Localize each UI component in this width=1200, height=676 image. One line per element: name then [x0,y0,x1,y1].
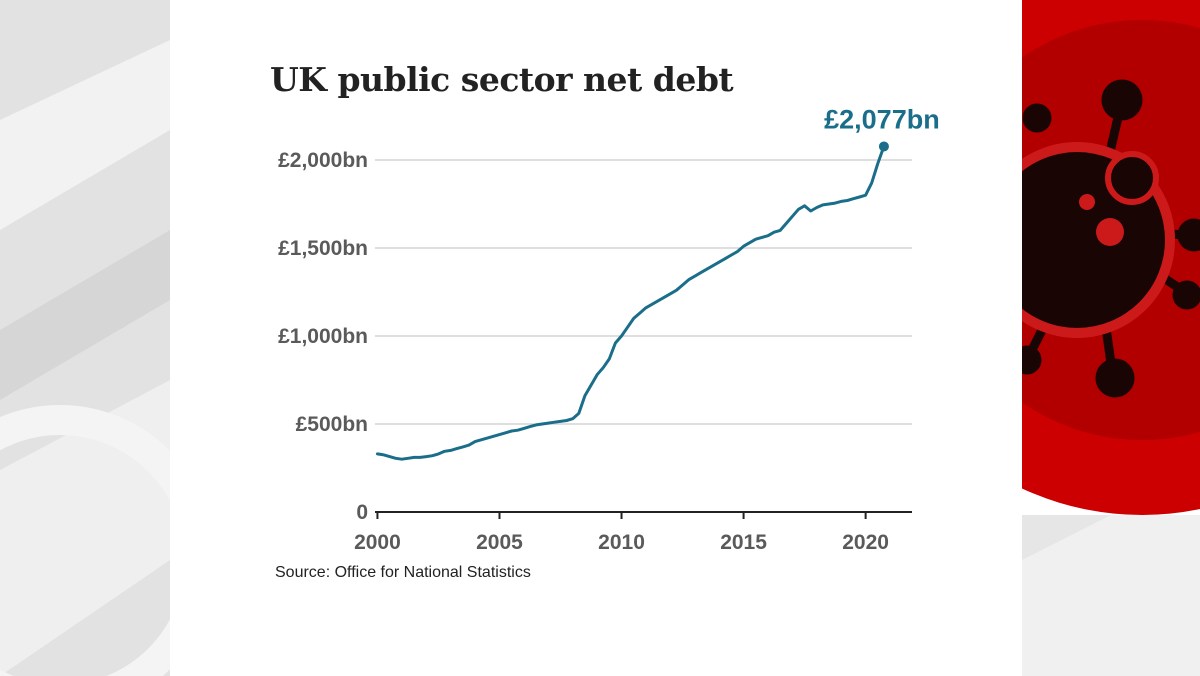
background-left-shapes [0,40,170,676]
y-tick-label: £500bn [296,413,368,436]
y-tick-label: 0 [356,501,368,524]
chart-panel: UK public sector net debt 0 £500bn £1,000b… [170,0,1022,676]
coronavirus-icon [1022,0,1200,676]
x-axis: 2000 2005 2010 2015 2020 [354,511,912,554]
x-tick-label: 2000 [354,531,401,554]
source-note: Source: Office for National Statistics [275,564,531,581]
chart-title: UK public sector net debt [270,60,734,99]
y-tick-label: £1,500bn [278,237,368,260]
gridlines [375,159,912,425]
series-line [375,144,886,461]
x-tick-label: 2020 [842,531,889,554]
line-chart: 0 £500bn £1,000bn £1,500bn £2,000bn 2000 2005… [278,104,940,554]
background-left-decoration [0,0,170,676]
x-tick-label: 2005 [476,531,523,554]
background-right-decoration [1022,0,1200,676]
y-tick-label: £2,000bn [278,149,368,172]
end-value-label: £2,077bn [824,104,940,134]
y-tick-label: £1,000bn [278,325,368,348]
x-tick-label: 2010 [598,531,645,554]
end-point-marker [878,141,889,152]
x-tick-label: 2015 [720,531,767,554]
y-tick-labels: 0 £500bn £1,000bn £1,500bn £2,000bn [278,149,368,524]
series-layer: £2,077bn [375,104,940,461]
